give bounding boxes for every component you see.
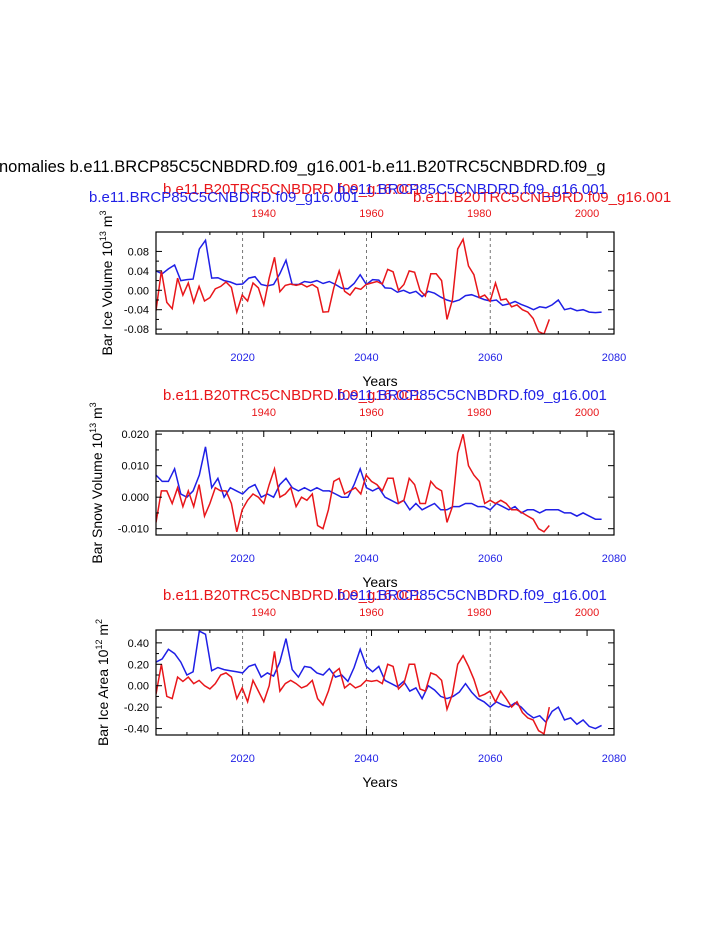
x-tick-label-bottom: 2040 xyxy=(354,352,378,364)
x-tick-label-bottom: 2020 xyxy=(230,553,254,565)
x-tick-label-top: 2000 xyxy=(575,208,599,220)
x-tick-label-bottom: 2080 xyxy=(602,553,626,565)
y-tick-label: 0.00 xyxy=(128,681,149,693)
x-tick-label-bottom: 2020 xyxy=(230,753,254,765)
figure-title: nomalies b.e11.BRCP85C5CNBDRD.f09_g16.00… xyxy=(0,158,606,176)
x-tick-label-top: 1980 xyxy=(467,607,491,619)
x-tick-label-bottom: 2040 xyxy=(354,553,378,565)
x-tick-label-top: 2000 xyxy=(575,407,599,419)
y-tick-label: 0.000 xyxy=(121,492,149,504)
panel-3: b.e11.B20TRC5CNBDRD.f09_g16.001b.e11.BRC… xyxy=(94,587,626,790)
x-tick-label-bottom: 2060 xyxy=(478,352,502,364)
y-tick-label: 0.04 xyxy=(128,266,149,278)
y-tick-label: 0.010 xyxy=(121,461,149,473)
y-tick-label: 0.020 xyxy=(121,429,149,441)
series-line-blue xyxy=(156,630,602,730)
panel-title-red: b.e11.B20TRC5CNBDRD.f09_g16.001 xyxy=(163,587,421,604)
x-tick-label-bottom: 2080 xyxy=(602,352,626,364)
x-tick-label-top: 1940 xyxy=(252,407,276,419)
panel-title-blue: b.e11.BRCP85C5CNBDRD.f09_g16.001 xyxy=(89,189,359,206)
y-tick-label: -0.04 xyxy=(124,305,149,317)
y-tick-label: -0.20 xyxy=(124,702,149,714)
x-tick-label-bottom: 2020 xyxy=(230,352,254,364)
x-tick-label-bottom: 2060 xyxy=(478,753,502,765)
x-axis-label: Years xyxy=(362,574,397,590)
y-tick-label: 0.20 xyxy=(128,659,149,671)
x-tick-label-top: 1980 xyxy=(467,208,491,220)
x-tick-label-top: 1960 xyxy=(359,208,383,220)
plot-frame xyxy=(155,231,615,335)
panel-title-red: b.e11.B20TRC5CNBDRD.f09_g16.001 xyxy=(163,387,421,404)
x-tick-label-top: 1960 xyxy=(359,407,383,419)
x-tick-label-top: 1940 xyxy=(252,607,276,619)
x-axis-label: Years xyxy=(362,373,397,389)
series-line-red xyxy=(156,237,551,334)
y-tick-label: 0.08 xyxy=(128,246,149,258)
y-tick-label: 0.40 xyxy=(128,638,149,650)
y-tick-label: -0.40 xyxy=(124,724,149,736)
series-line-red xyxy=(156,433,550,533)
x-tick-label-bottom: 2040 xyxy=(354,753,378,765)
x-tick-label-bottom: 2080 xyxy=(602,753,626,765)
panel-2: b.e11.B20TRC5CNBDRD.f09_g16.001b.e11.BRC… xyxy=(88,387,626,590)
plot-frame xyxy=(155,629,615,736)
y-axis-label: Bar Ice Volume 1013 m3 xyxy=(98,211,115,356)
overlap-title-red: b.e11.B20TRC5CNBDRD.f09_g16.001 xyxy=(413,189,671,206)
series-line-blue xyxy=(156,238,602,314)
plot-frame xyxy=(155,430,615,536)
x-axis-label: Years xyxy=(362,774,397,790)
x-tick-label-top: 1960 xyxy=(359,607,383,619)
panel-title-blue: b.e11.BRCP85C5CNBDRD.f09_g16.001 xyxy=(337,587,607,604)
x-tick-label-top: 1980 xyxy=(467,407,491,419)
series-line-red xyxy=(156,651,551,735)
y-axis-label: Bar Snow Volume 1013 m3 xyxy=(88,402,105,563)
panel-title-blue: b.e11.BRCP85C5CNBDRD.f09_g16.001 xyxy=(337,387,607,404)
y-tick-label: -0.08 xyxy=(124,324,149,336)
x-tick-label-bottom: 2060 xyxy=(478,553,502,565)
panel-1: b.e11.B20TRC5CNBDRD.f09_g16.001b.e11.BRC… xyxy=(89,181,626,389)
x-tick-label-top: 1940 xyxy=(252,208,276,220)
y-tick-label: -0.010 xyxy=(118,524,149,536)
overlap-title-blue: b.e11.BRCP85C5CNBDRD.f09_g16.001 xyxy=(337,181,607,198)
y-tick-label: 0.00 xyxy=(128,285,149,297)
y-axis-label: Bar Ice Area 1012 m2 xyxy=(94,619,111,746)
panel-title-red: b.e11.B20TRC5CNBDRD.f09_g16.001 xyxy=(163,181,421,198)
x-tick-label-top: 2000 xyxy=(575,607,599,619)
